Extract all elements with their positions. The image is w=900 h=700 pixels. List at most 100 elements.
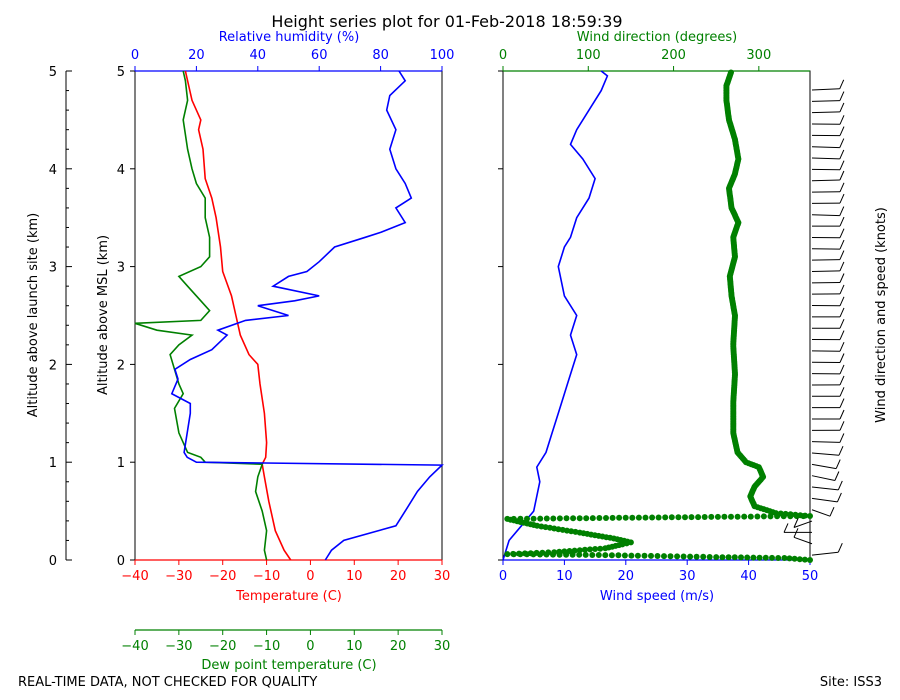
wind-barb-flag — [839, 421, 845, 431]
wind-direction-point — [504, 515, 511, 522]
wind-direction-point — [688, 514, 695, 521]
wind-direction-point — [760, 513, 767, 520]
dewpoint-tick-label: 30 — [434, 639, 451, 654]
wind-panel: 0 10 20 30 40 50 0 100 200 300 — [498, 48, 818, 584]
wind-barb-flag — [839, 284, 845, 295]
wind-barb-flag — [837, 480, 843, 491]
wind-barb-shaft — [811, 259, 840, 261]
dew-point-line — [134, 70, 268, 561]
wind-direction-point — [802, 512, 809, 519]
wind-direction-point — [641, 552, 648, 559]
wind-speed-tick-label: 0 — [499, 569, 507, 584]
wind-barb-flag — [837, 542, 843, 553]
wind-barb-shaft — [811, 551, 839, 556]
wind-direction-tick-label: 0 — [499, 48, 507, 63]
wind-barb-flag — [835, 459, 841, 469]
wind-direction-point — [791, 555, 798, 562]
wind-direction-point — [539, 549, 546, 556]
temperature-line — [184, 70, 292, 561]
wind-barb-flag — [783, 523, 789, 533]
wind-direction-point — [801, 556, 808, 563]
wind-direction-point — [750, 554, 757, 561]
wind-direction-point — [731, 554, 738, 561]
wind-direction-point — [608, 552, 615, 559]
wind-direction-point — [615, 552, 622, 559]
wind-direction-point — [589, 552, 596, 558]
wind-direction-point — [786, 555, 793, 562]
wind-barb-flag — [839, 433, 845, 443]
wind-direction-trace — [504, 69, 813, 563]
wind-direction-point — [777, 510, 784, 517]
wind-direction-point — [556, 548, 563, 555]
wind-barb-flag — [839, 206, 845, 216]
wind-speed-tick-label: 40 — [740, 569, 757, 584]
wind-direction-point — [695, 514, 702, 521]
wind-direction-point — [693, 553, 700, 560]
wind-barb-flag — [834, 471, 840, 481]
wind-direction-point — [566, 548, 573, 554]
wind-direction-point — [675, 514, 682, 521]
wind-barb-flag — [839, 182, 845, 193]
wind-direction-point — [734, 513, 741, 520]
wind-direction-point — [706, 554, 713, 560]
wind-direction-point — [713, 554, 720, 561]
rh-tick-label: 20 — [188, 48, 205, 63]
wind-barb-flag — [839, 79, 845, 90]
wind-direction-point — [556, 515, 563, 522]
wind-direction-point — [582, 551, 589, 558]
wind-direction-point — [537, 515, 544, 522]
wind-direction-point — [561, 548, 568, 555]
wind-direction-point — [571, 547, 578, 554]
wind-direction-point — [642, 514, 649, 521]
wind-direction-point — [576, 551, 583, 558]
wind-barb-flag — [839, 409, 845, 420]
wind-direction-point — [807, 557, 813, 563]
wind-direction-tick-label: 300 — [746, 48, 771, 63]
wind-barb-shaft — [811, 100, 840, 102]
wind-barb-flag — [839, 160, 845, 170]
wind-barb-flag — [839, 375, 845, 386]
wind-barb-flag — [829, 506, 835, 517]
inner-y-tick-label: 0 — [117, 554, 125, 569]
wind-barb-shaft — [811, 497, 838, 503]
wind-speed-axis-label: Wind speed (m/s) — [600, 589, 714, 604]
outer-y-axis-label: Altitude above launch site (km) — [26, 213, 41, 417]
wind-direction-point — [782, 510, 789, 517]
wind-barb-shaft — [811, 146, 840, 149]
wind-direction-point — [725, 554, 732, 561]
wind-barb-flag — [839, 364, 845, 375]
wind-barb-flag — [839, 149, 845, 160]
wind-speed-line — [502, 70, 609, 561]
inner-y-tick-label: 4 — [117, 163, 125, 178]
inner-y-tick-label: 5 — [117, 65, 125, 80]
wind-barb-flag — [839, 318, 845, 329]
wind-direction-point — [754, 513, 761, 520]
wind-direction-point — [521, 550, 528, 557]
wind-direction-point — [655, 514, 662, 521]
wind-barb-flag — [839, 115, 845, 125]
wind-direction-point — [762, 554, 769, 561]
temperature-tick-label: −10 — [253, 569, 280, 584]
wind-barb-flag — [839, 228, 845, 238]
wind-direction-point — [517, 515, 524, 522]
wind-direction-point — [504, 551, 511, 558]
wind-direction-point — [533, 549, 540, 556]
wind-direction-point — [634, 552, 641, 559]
wind-direction-point — [721, 513, 728, 520]
wind-direction-point — [668, 514, 675, 521]
wind-direction-point — [756, 554, 763, 561]
wind-barb-flag — [836, 492, 842, 503]
temperature-tick-label: 0 — [306, 569, 314, 584]
wind-direction-point — [602, 552, 609, 559]
wind-barb-flag — [839, 239, 845, 250]
outer-y-tick-label: 3 — [49, 261, 57, 276]
wind-direction-tick-label: 200 — [661, 48, 686, 63]
rh-axis-label: Relative humidity (%) — [219, 30, 360, 45]
wind-direction-point — [510, 515, 517, 522]
rh-tick-label: 80 — [372, 48, 389, 63]
temperature-tick-label: −40 — [121, 569, 148, 584]
footer-site: Site: ISS3 — [820, 675, 882, 690]
wind-barb-flag — [839, 126, 845, 136]
wind-direction-point — [714, 513, 721, 520]
